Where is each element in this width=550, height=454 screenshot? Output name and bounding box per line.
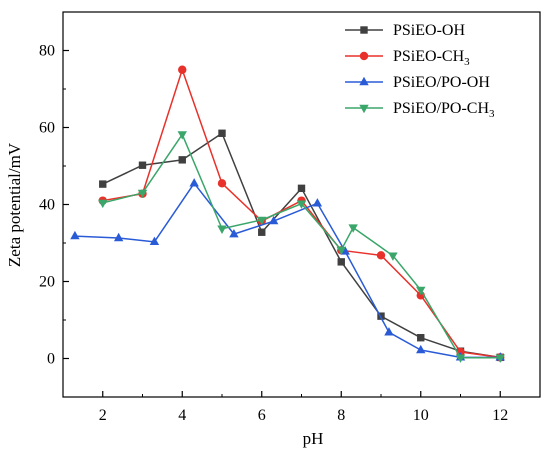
data-point xyxy=(178,65,187,74)
data-point xyxy=(177,131,187,140)
legend-item-2: PSiEO-CH3 xyxy=(345,48,470,68)
data-point xyxy=(137,189,148,199)
data-point xyxy=(376,251,386,260)
y-tick-label: 80 xyxy=(39,43,55,60)
data-point xyxy=(312,198,323,207)
data-point xyxy=(297,184,306,193)
axis-layer: 2 4 6 8 10 12 0 20 40 60 80 xyxy=(39,11,541,424)
data-point xyxy=(98,199,108,209)
x-axis-label: pH xyxy=(303,429,324,448)
plot-layer xyxy=(70,65,505,363)
data-point xyxy=(495,354,505,363)
y-tick-label: 20 xyxy=(39,274,55,291)
legend-label: PSiEO-OH xyxy=(393,22,465,39)
legend-marker xyxy=(359,76,369,86)
data-point xyxy=(296,200,307,209)
data-point xyxy=(189,178,199,187)
data-point xyxy=(149,236,160,246)
x-tick-label: 6 xyxy=(258,407,266,424)
data-point xyxy=(416,344,426,354)
data-point xyxy=(217,179,227,188)
data-point xyxy=(337,258,345,266)
legend-label: PSiEO/PO-CH3 xyxy=(393,100,495,120)
x-tick-label: 10 xyxy=(413,407,429,424)
y-tick-label: 40 xyxy=(39,197,55,214)
data-point xyxy=(268,215,279,225)
data-point xyxy=(217,225,227,234)
data-point xyxy=(416,286,426,296)
x-tick-label: 2 xyxy=(99,407,107,424)
data-point xyxy=(348,224,358,233)
series-line xyxy=(102,133,501,359)
legend-marker xyxy=(359,51,369,61)
y-tick-label: 60 xyxy=(39,120,55,137)
x-tick-label: 12 xyxy=(492,407,508,424)
data-point xyxy=(417,334,425,342)
data-point xyxy=(258,228,266,236)
x-tick-label: 8 xyxy=(337,407,345,424)
data-point xyxy=(99,180,107,188)
y-tick-label: 0 xyxy=(47,351,55,368)
legend-label: PSiEO/PO-OH xyxy=(393,74,490,91)
legend-marker xyxy=(360,26,368,34)
data-point xyxy=(388,252,398,261)
legend-item-3: PSiEO/PO-OH xyxy=(345,74,490,91)
data-point xyxy=(257,216,267,226)
data-point xyxy=(218,129,226,137)
data-point xyxy=(113,232,124,242)
data-point xyxy=(384,327,394,336)
series-line xyxy=(74,182,501,359)
data-point xyxy=(229,228,239,238)
data-point xyxy=(178,156,186,164)
legend-item-4: PSiEO/PO-CH3 xyxy=(345,100,495,120)
legend-item-1: PSiEO-OH xyxy=(345,22,465,39)
series-3 xyxy=(70,178,505,361)
series-4 xyxy=(98,131,505,363)
legend-marker xyxy=(359,104,369,114)
legend-label: PSiEO-CH3 xyxy=(393,48,470,68)
y-axis-label: Zeta potential/mV xyxy=(5,142,24,267)
x-tick-label: 4 xyxy=(178,407,186,424)
data-point xyxy=(455,354,466,363)
data-point xyxy=(340,246,350,255)
data-point xyxy=(138,161,147,169)
data-point xyxy=(70,230,80,240)
legend: PSiEO-OH PSiEO-CH3 PSiEO/PO-OH PSiEO/PO-CH3 xyxy=(345,22,495,120)
data-point xyxy=(336,246,346,256)
